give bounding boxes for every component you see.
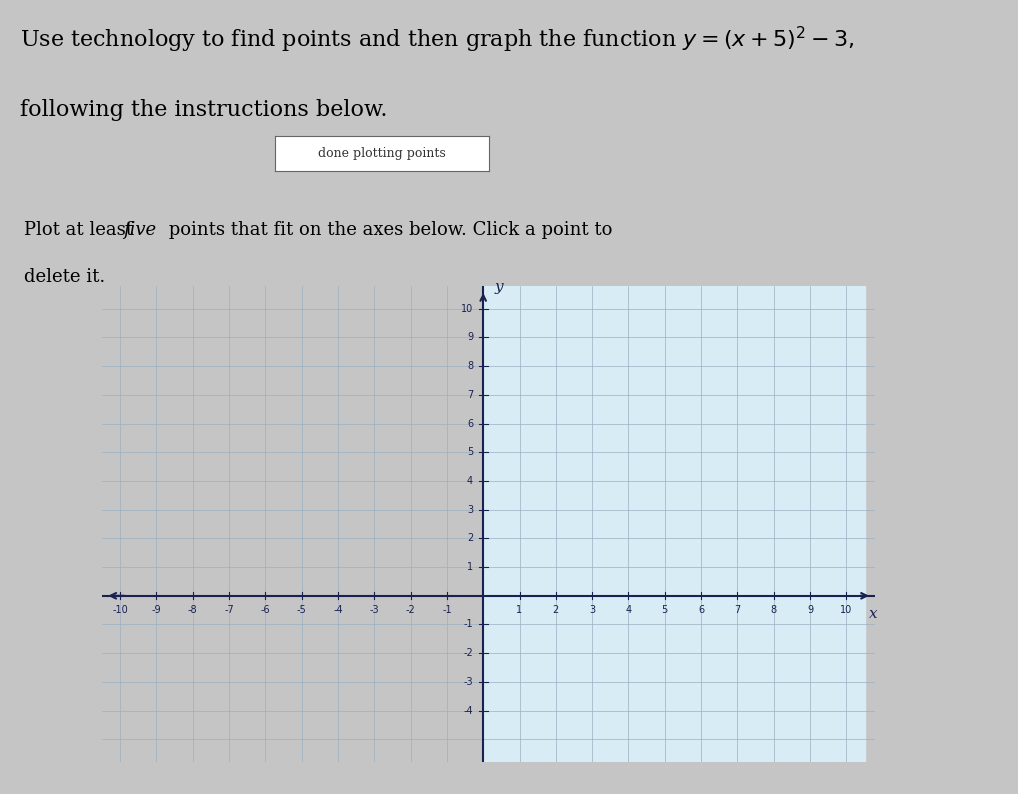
Text: -2: -2 — [405, 605, 415, 615]
Text: 2: 2 — [467, 534, 473, 543]
Text: -5: -5 — [296, 605, 306, 615]
Text: 1: 1 — [467, 562, 473, 572]
Text: -6: -6 — [261, 605, 270, 615]
Text: 2: 2 — [553, 605, 559, 615]
Text: -4: -4 — [463, 706, 473, 715]
Text: 6: 6 — [698, 605, 704, 615]
Text: 9: 9 — [807, 605, 813, 615]
Text: 6: 6 — [467, 418, 473, 429]
Text: 10: 10 — [840, 605, 852, 615]
Text: 9: 9 — [467, 333, 473, 342]
Text: 1: 1 — [516, 605, 522, 615]
Text: 8: 8 — [467, 361, 473, 372]
Text: -2: -2 — [463, 648, 473, 658]
Text: 3: 3 — [467, 505, 473, 515]
Text: 10: 10 — [461, 304, 473, 314]
Text: -1: -1 — [463, 619, 473, 630]
Text: -3: -3 — [463, 676, 473, 687]
Text: x: x — [869, 607, 878, 621]
Text: 4: 4 — [625, 605, 631, 615]
Text: following the instructions below.: following the instructions below. — [20, 99, 388, 121]
Text: Plot at least: Plot at least — [23, 221, 138, 239]
Text: 3: 3 — [589, 605, 596, 615]
Bar — [484, 286, 864, 762]
Text: -8: -8 — [187, 605, 197, 615]
Text: 7: 7 — [467, 390, 473, 400]
Text: done plotting points: done plotting points — [318, 147, 446, 160]
Text: five: five — [123, 221, 156, 239]
Text: 5: 5 — [662, 605, 668, 615]
Text: 8: 8 — [771, 605, 777, 615]
Text: 5: 5 — [467, 447, 473, 457]
Text: -1: -1 — [442, 605, 452, 615]
Text: -3: -3 — [370, 605, 379, 615]
Text: 7: 7 — [734, 605, 740, 615]
Text: 4: 4 — [467, 476, 473, 486]
Text: delete it.: delete it. — [23, 268, 105, 287]
Text: Use technology to find points and then graph the function $y = (x + 5)^2 - 3,$: Use technology to find points and then g… — [20, 25, 854, 55]
Text: -10: -10 — [112, 605, 128, 615]
Text: y: y — [494, 280, 503, 295]
Text: -9: -9 — [152, 605, 161, 615]
Text: -7: -7 — [224, 605, 234, 615]
Text: -4: -4 — [333, 605, 343, 615]
Text: points that fit on the axes below. Click a point to: points that fit on the axes below. Click… — [163, 221, 612, 239]
